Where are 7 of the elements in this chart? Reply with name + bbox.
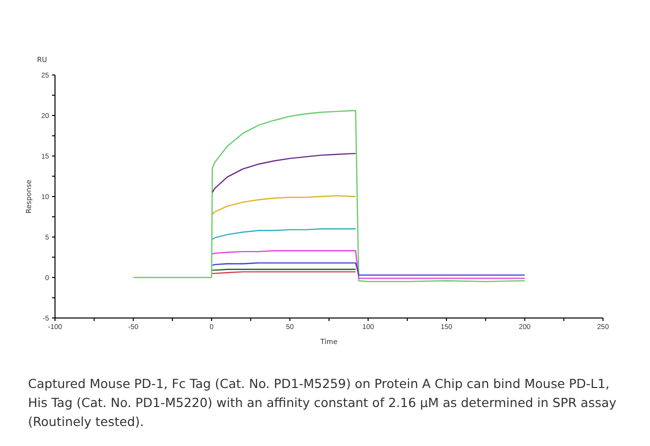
text: Captured Mouse PD-1, Fc Tag (Cat. No. PD1-M5259) on Protein A Chip can bind Mouse PD-L1, His Tag (Cat. No. PD1-M5220) with an affinity constant of 2.16 μM as determined in SPR assay (Routinely tested).	[28, 375, 618, 431]
line-series	[132, 110, 526, 282]
line-series	[212, 250, 526, 279]
line-series	[212, 262, 526, 276]
line-series	[212, 152, 356, 194]
line-series	[212, 195, 356, 215]
line-series	[212, 228, 356, 240]
